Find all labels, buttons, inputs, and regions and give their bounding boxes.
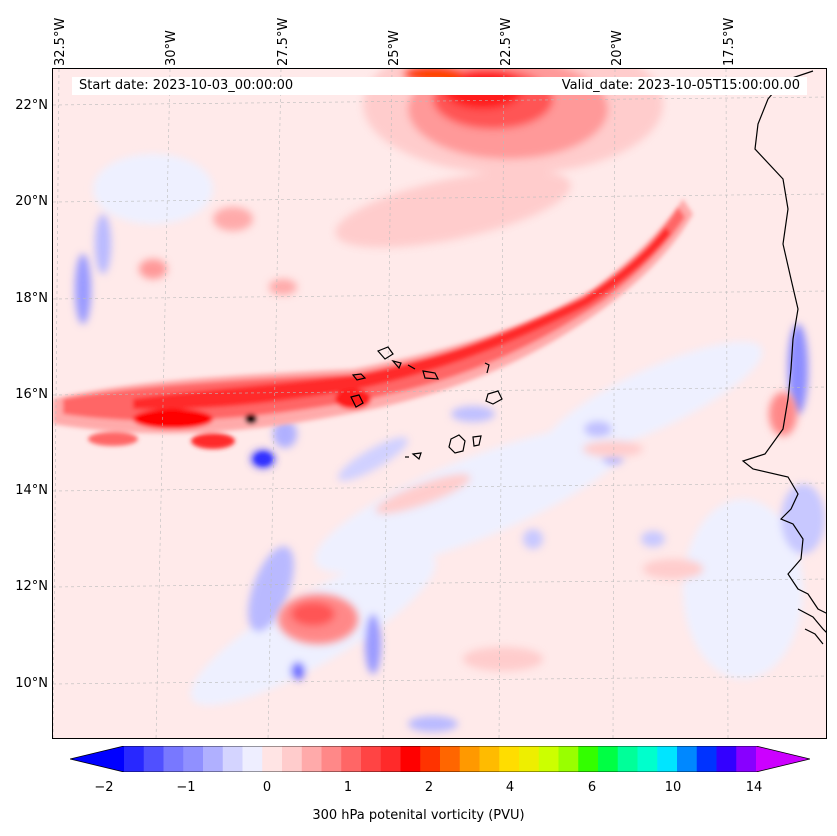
colorbar-segment [124, 746, 145, 772]
colorbar-segment [440, 746, 461, 772]
colorbar-segment [420, 746, 441, 772]
colorbar-tick: −1 [176, 780, 196, 795]
colorbar-segment [716, 746, 737, 772]
run-info-box: Start date: 2023-10-03_00:00:00 Valid_da… [72, 77, 807, 95]
colorbar-segment [499, 746, 520, 772]
colorbar-segment [479, 746, 500, 772]
colorbar-segment [578, 746, 599, 772]
colorbar-tick: 1 [343, 780, 353, 795]
colorbar-segment [657, 746, 678, 772]
lon-label-17-5w: 17.5°W [722, 17, 737, 66]
colorbar-segment [400, 746, 421, 772]
colorbar-segment [282, 746, 303, 772]
colorbar-segment [598, 746, 619, 772]
pv-field-south-high [139, 207, 797, 671]
cape-verde-islands [350, 346, 503, 461]
colorbar-tick: 10 [664, 780, 682, 795]
lat-label-12n: 12°N [15, 579, 48, 594]
colorbar-segment [380, 746, 401, 772]
colorbar-segment [222, 746, 243, 772]
lon-label-20w: 20°W [610, 30, 625, 66]
lat-label-22n: 22°N [15, 98, 48, 113]
colorbar-extend-min [70, 746, 124, 772]
colorbar-segment [617, 746, 638, 772]
colorbar-segment [301, 746, 322, 772]
colorbar-segment [538, 746, 559, 772]
lat-label-20n: 20°N [15, 194, 48, 209]
colorbar-segment [558, 746, 579, 772]
lat-label-18n: 18°N [15, 291, 48, 306]
colorbar-segment [519, 746, 540, 772]
colorbar-tick: 14 [745, 780, 763, 795]
colorbar-tick: 2 [424, 780, 434, 795]
colorbar-segment [677, 746, 698, 772]
colorbar-segment [321, 746, 342, 772]
lon-label-32-5w: 32.5°W [53, 17, 68, 66]
lon-label-22-5w: 22.5°W [499, 17, 514, 66]
coastline [741, 70, 826, 645]
lat-label-10n: 10°N [15, 676, 48, 691]
pv-map [52, 68, 827, 739]
graticule [53, 69, 826, 738]
lat-label-14n: 14°N [15, 483, 48, 498]
valid-date-label: Valid_date: 2023-10-05T15:00:00.00 [561, 78, 800, 93]
colorbar-tick: −2 [94, 780, 114, 795]
lon-label-27-5w: 27.5°W [276, 17, 291, 66]
colorbar-segment [242, 746, 263, 772]
colorbar-segment [696, 746, 717, 772]
lat-label-16n: 16°N [15, 387, 48, 402]
colorbar [70, 746, 810, 772]
colorbar-extend-max [756, 746, 810, 772]
colorbar-tick: 6 [587, 780, 597, 795]
lon-label-25w: 25°W [387, 30, 402, 66]
colorbar-segment [459, 746, 480, 772]
colorbar-segment [143, 746, 164, 772]
colorbar-title: 300 hPa potenital vorticity (PVU) [312, 808, 525, 823]
colorbar-tick: 0 [262, 780, 272, 795]
colorbar-tick: 4 [505, 780, 515, 795]
lon-label-30w: 30°W [164, 30, 179, 66]
colorbar-segment [163, 746, 184, 772]
start-date-label: Start date: 2023-10-03_00:00:00 [79, 78, 294, 93]
colorbar-segment [341, 746, 362, 772]
pv-map-canvas [53, 69, 826, 738]
colorbar-segment [637, 746, 658, 772]
colorbar-segment [262, 746, 283, 772]
colorbar-segment [736, 746, 757, 772]
colorbar-segment [183, 746, 204, 772]
pv-streamer [53, 199, 693, 465]
colorbar-segment [203, 746, 224, 772]
colorbar-segment [361, 746, 382, 772]
